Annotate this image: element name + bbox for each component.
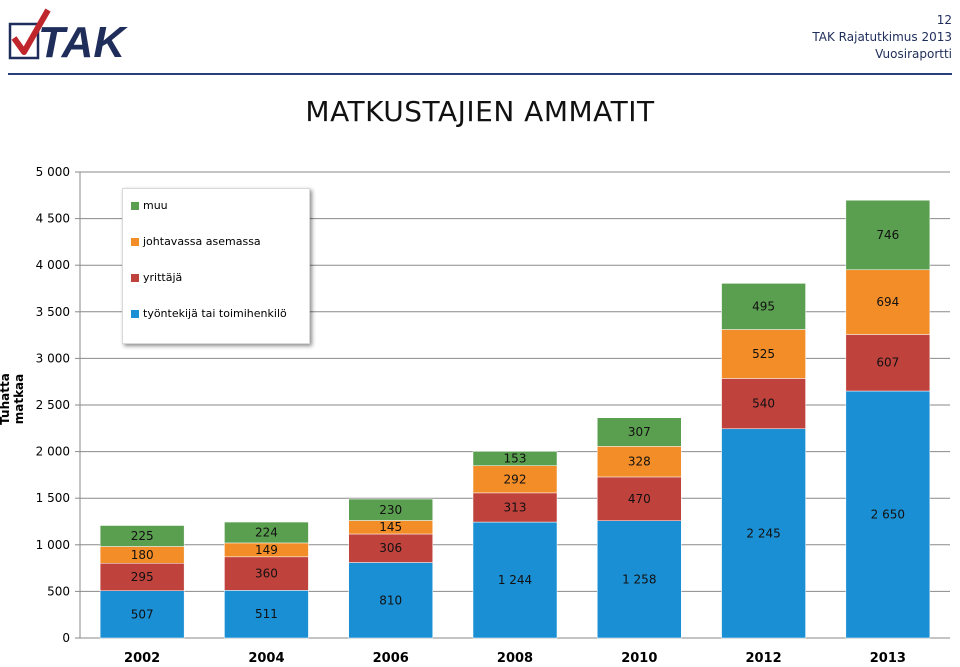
report-subtitle: Vuosiraportti [875,47,952,61]
y-tick-label: 3 500 [36,305,70,319]
data-label: 153 [504,452,527,466]
bar-segment [845,269,931,335]
data-label: 694 [876,295,899,309]
data-label: 507 [131,607,154,621]
y-tick-label: 0 [62,631,70,645]
bar-segment [845,390,931,639]
x-tick-label: 2004 [248,651,284,666]
bar-segment [472,465,558,494]
legend-label: muu [143,199,168,212]
legend-label: työntekijä tai toimihenkilö [143,307,287,320]
bar-segment [348,562,433,639]
bar-segment [597,417,682,447]
legend-label: yrittäjä [143,271,183,284]
bar-segment [224,590,309,639]
legend-swatch [131,309,139,318]
header-divider [8,73,952,75]
x-tick-label: 2008 [497,651,533,666]
y-axis-label: Tuhatta matkaa [0,373,26,425]
data-label: 224 [255,525,278,539]
chart-legend: muu johtavassa asemassa yrittäjä työntekijä… [122,188,310,344]
data-label: 313 [504,500,527,514]
legend-item: muu [131,199,168,212]
bar-segment [224,556,309,591]
data-label: 307 [628,425,651,439]
bar-segment [597,446,682,478]
data-label: 525 [752,347,775,361]
y-tick-label: 4 500 [36,212,70,226]
header-info: 12 TAK Rajatutkimus 2013 Vuosiraportti [812,12,952,63]
bar-segment [99,563,185,591]
bar-segment [348,533,433,563]
y-tick-label: 3 000 [36,351,70,365]
page-title: MATKUSTAJIEN AMMATIT [305,95,655,128]
bar-segment [721,283,806,330]
data-label: 607 [876,356,899,370]
data-label: 292 [504,472,527,486]
data-label: 328 [628,455,651,469]
legend-item: yrittäjä [131,271,182,284]
bar-segment [472,492,558,523]
legend-item: johtavassa asemassa [131,235,261,248]
legend-item: työntekijä tai toimihenkilö [131,307,287,320]
legend-swatch [131,201,139,210]
data-label: 470 [628,492,651,506]
logo-text: TAK [38,18,128,62]
data-label: 360 [255,567,278,581]
bar-segment [845,334,931,392]
bar-segment [472,521,558,639]
data-label: 810 [379,593,402,607]
data-label: 295 [131,570,154,584]
data-label: 180 [131,548,154,562]
data-label: 225 [131,529,154,543]
data-label: 1 258 [622,572,656,586]
page-number: 12 [936,13,952,27]
x-tick-label: 2013 [870,651,906,666]
data-label: 511 [255,607,278,621]
data-label: 2 650 [871,508,905,522]
bar-segment [721,428,806,639]
y-tick-label: 2 500 [36,398,70,412]
data-label: 2 245 [746,526,780,540]
bar-segment [99,525,185,547]
data-label: 149 [255,543,278,557]
bar-segment [99,590,185,639]
data-label: 746 [876,228,899,242]
tak-logo: TAK [8,8,128,62]
legend-swatch [131,237,139,246]
x-tick-label: 2010 [621,651,657,666]
y-tick-label: 1 000 [36,538,70,552]
y-tick-label: 2 000 [36,445,70,459]
y-tick-label: 5 000 [36,165,70,179]
y-tick-label: 4 000 [36,258,70,272]
bar-segment [721,329,806,379]
y-tick-label: 1 500 [36,491,70,505]
data-label: 540 [752,397,775,411]
bar-segment [597,520,682,639]
bar-segment [224,521,309,544]
bar-segment [845,199,931,271]
bar-segment [472,451,558,466]
bar-segment [348,498,433,521]
legend-swatch [131,273,139,282]
report-title: TAK Rajatutkimus 2013 [812,30,952,44]
y-tick-label: 500 [47,584,70,598]
bar-segment [597,476,682,522]
data-label: 145 [379,520,402,534]
header: TAK 12 TAK Rajatutkimus 2013 Vuosiraport… [0,0,960,80]
legend-label: johtavassa asemassa [143,235,261,248]
data-label: 230 [379,503,402,517]
x-tick-label: 2006 [373,651,409,666]
data-label: 1 244 [498,573,532,587]
x-tick-label: 2002 [124,651,160,666]
x-tick-label: 2012 [745,651,781,666]
data-label: 495 [752,299,775,313]
data-label: 306 [379,541,402,555]
